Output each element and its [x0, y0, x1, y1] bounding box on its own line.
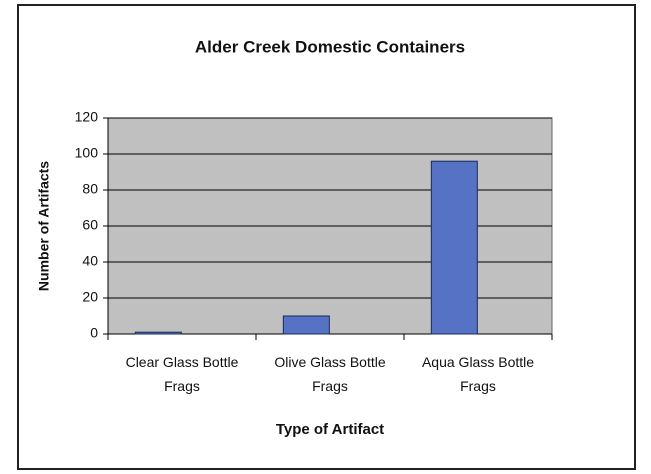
y-tick-label: 120	[75, 109, 99, 125]
y-tick-label: 20	[82, 289, 98, 305]
chart-title: Alder Creek Domestic Containers	[195, 37, 465, 56]
bar	[134, 331, 182, 335]
y-tick-label: 80	[82, 181, 98, 197]
y-tick-label: 0	[90, 325, 98, 341]
bar	[282, 315, 330, 335]
x-tick-label: Clear Glass Bottle Frags	[125, 354, 239, 394]
x-tick-label: Aqua Glass Bottle Frags	[421, 354, 535, 394]
y-tick-label: 100	[75, 145, 99, 161]
y-tick-label: 60	[82, 217, 98, 233]
y-axis-label: Number of Artifacts	[36, 161, 52, 291]
x-tick-label: Olive Glass Bottle Frags	[274, 354, 386, 394]
bar	[430, 160, 478, 335]
y-tick-label: 40	[82, 253, 98, 269]
x-axis-label: Type of Artifact	[276, 421, 384, 438]
